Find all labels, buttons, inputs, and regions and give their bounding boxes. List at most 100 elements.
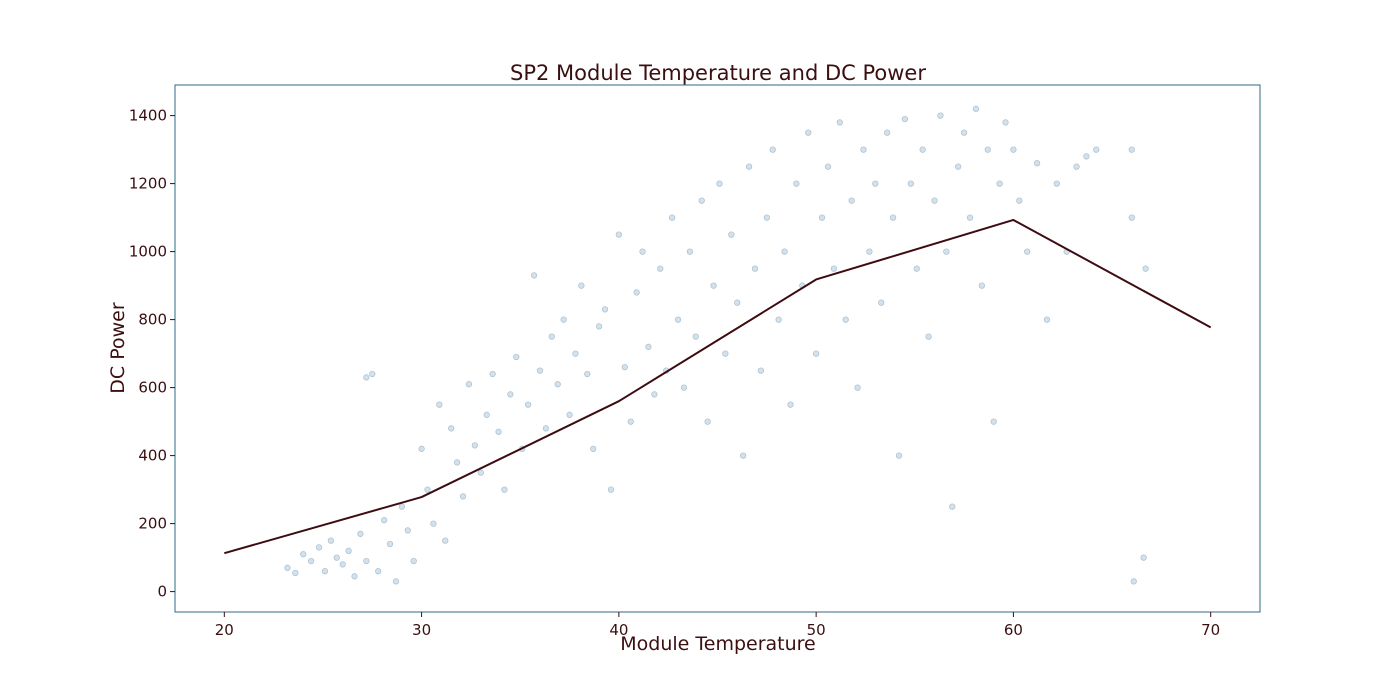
y-tick-label-0: 0 (157, 583, 167, 601)
scatter-point-110 (943, 248, 950, 255)
scatter-point-41 (530, 272, 538, 279)
x-axis-label: Module Temperature (620, 633, 815, 655)
scatter-point-105 (913, 265, 920, 272)
y-tick-label-5: 1000 (129, 243, 167, 261)
y-axis: 0 200 400 600 800 1000 1200 1400 (129, 107, 175, 601)
scatter-point-95 (854, 384, 861, 391)
scatter-point-82 (775, 316, 782, 323)
x-tick-label-2: 40 (609, 621, 628, 639)
scatter-point-6 (327, 537, 335, 544)
scatter-point-106 (919, 146, 926, 153)
scatter-point-115 (972, 105, 980, 112)
y-tick-label-6: 1200 (129, 175, 167, 193)
y-tick-label-1: 200 (138, 515, 167, 533)
scatter-point-108 (931, 197, 938, 204)
scatter-point-28 (453, 459, 461, 466)
scatter-point-57 (627, 418, 634, 425)
scatter-point-98 (872, 180, 879, 187)
scatter-point-131 (1128, 146, 1135, 153)
scatter-point-32 (477, 469, 484, 476)
scatter-point-5 (321, 568, 329, 575)
scatter-point-92 (836, 119, 843, 126)
scatter-point-14 (369, 370, 376, 378)
scatter-point-124 (1033, 160, 1041, 167)
scatter-point-72 (716, 180, 723, 187)
scatter-point-78 (751, 265, 759, 272)
scatter-point-88 (812, 350, 820, 357)
scatter-point-122 (1016, 197, 1023, 204)
scatter-point-53 (601, 306, 609, 313)
scatter-point-25 (436, 401, 443, 408)
scatter-point-135 (1142, 265, 1149, 272)
scatter-point-27 (448, 425, 455, 432)
plot-area (224, 105, 1212, 585)
x-axis: 20 30 40 50 60 70 (215, 612, 1220, 639)
scatter-point-20 (404, 527, 411, 534)
scatter-point-118 (990, 418, 997, 425)
scatter-point-19 (398, 503, 406, 510)
scatter-point-114 (966, 214, 974, 221)
scatter-point-83 (781, 248, 788, 255)
x-tick-label-3: 50 (807, 621, 826, 639)
scatter-point-109 (937, 112, 944, 119)
trend-line (224, 218, 1212, 555)
scatter-point-123 (1024, 248, 1031, 255)
scatter-point-30 (465, 381, 473, 388)
scatter-point-126 (1053, 180, 1060, 187)
scatter-point-90 (824, 163, 832, 170)
scatter-point-36 (501, 486, 508, 493)
scatter-point-2 (300, 551, 307, 558)
scatter-point-58 (633, 289, 640, 296)
scatter-point-74 (728, 231, 735, 238)
scatter-point-24 (430, 520, 437, 527)
scatter-point-16 (380, 517, 388, 524)
scatter-point-119 (996, 180, 1003, 187)
scatter-point-48 (572, 350, 579, 357)
scatter-point-50 (584, 370, 591, 378)
scatter-point-64 (668, 214, 676, 221)
scatter-point-93 (842, 316, 849, 323)
scatter-point-26 (442, 537, 449, 544)
scatter-point-62 (657, 265, 664, 272)
scatter-point-22 (418, 445, 425, 452)
scatter-point-56 (621, 364, 628, 371)
scatter-point-44 (548, 333, 555, 340)
scatter-point-15 (375, 568, 382, 575)
scatter-point-8 (339, 561, 346, 568)
scatter-point-77 (745, 163, 753, 170)
scatter-point-18 (392, 578, 400, 585)
scatter-point-111 (949, 503, 956, 510)
scatter-point-49 (578, 282, 585, 289)
scatter-point-51 (590, 445, 597, 452)
scatter-point-23 (424, 486, 431, 493)
scatter-point-29 (459, 493, 467, 500)
plot-frame (174, 84, 1261, 613)
scatter-point-68 (692, 333, 699, 340)
scatter-point-61 (651, 391, 658, 398)
scatter-point-54 (607, 486, 615, 493)
scatter-point-132 (1128, 214, 1135, 221)
scatter-point-12 (363, 557, 370, 565)
y-tick-label-4: 800 (138, 311, 167, 329)
scatter-point-71 (710, 282, 717, 289)
scatter-point-66 (680, 384, 688, 391)
scatter-point-97 (866, 248, 873, 255)
scatter-point-69 (698, 197, 705, 204)
scatter-point-103 (901, 115, 909, 123)
scatter-point-76 (740, 452, 747, 459)
scatter-point-0 (284, 564, 291, 571)
scatter-point-134 (1140, 554, 1147, 561)
scatter-point-70 (704, 418, 711, 425)
scatter-point-116 (978, 282, 985, 289)
scatter-point-120 (1002, 119, 1009, 126)
scatter-point-40 (524, 401, 532, 408)
scatter-point-43 (542, 425, 550, 432)
scatter-point-55 (615, 231, 623, 238)
chart-title: SP2 Module Temperature and DC Power (510, 61, 926, 85)
scatter-point-81 (769, 146, 776, 153)
scatter-point-104 (907, 180, 914, 187)
y-tick-label-2: 400 (138, 447, 167, 465)
scatter-point-42 (536, 367, 544, 374)
scatter-point-75 (734, 299, 741, 306)
scatter-point-65 (674, 316, 682, 323)
